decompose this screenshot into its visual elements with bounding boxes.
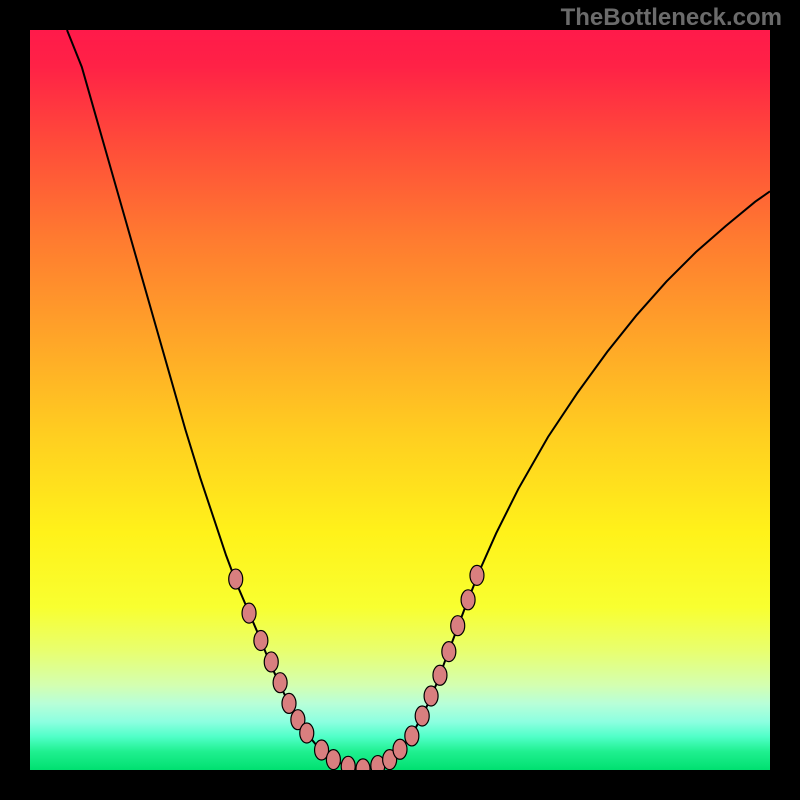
marker-point: [470, 565, 484, 585]
marker-point: [273, 673, 287, 693]
watermark-text: TheBottleneck.com: [561, 4, 782, 32]
marker-point: [461, 590, 475, 610]
marker-point: [451, 616, 465, 636]
marker-point: [326, 750, 340, 770]
marker-point: [242, 603, 256, 623]
marker-point: [415, 706, 429, 726]
marker-point: [341, 756, 355, 770]
gradient-background: [30, 30, 770, 770]
marker-point: [229, 569, 243, 589]
plot-svg: [30, 30, 770, 770]
marker-point: [424, 686, 438, 706]
marker-point: [393, 739, 407, 759]
plot-area: [30, 30, 770, 770]
marker-point: [405, 726, 419, 746]
marker-point: [282, 693, 296, 713]
marker-point: [300, 723, 314, 743]
marker-point: [254, 631, 268, 651]
marker-point: [264, 652, 278, 672]
marker-point: [433, 665, 447, 685]
marker-point: [442, 642, 456, 662]
